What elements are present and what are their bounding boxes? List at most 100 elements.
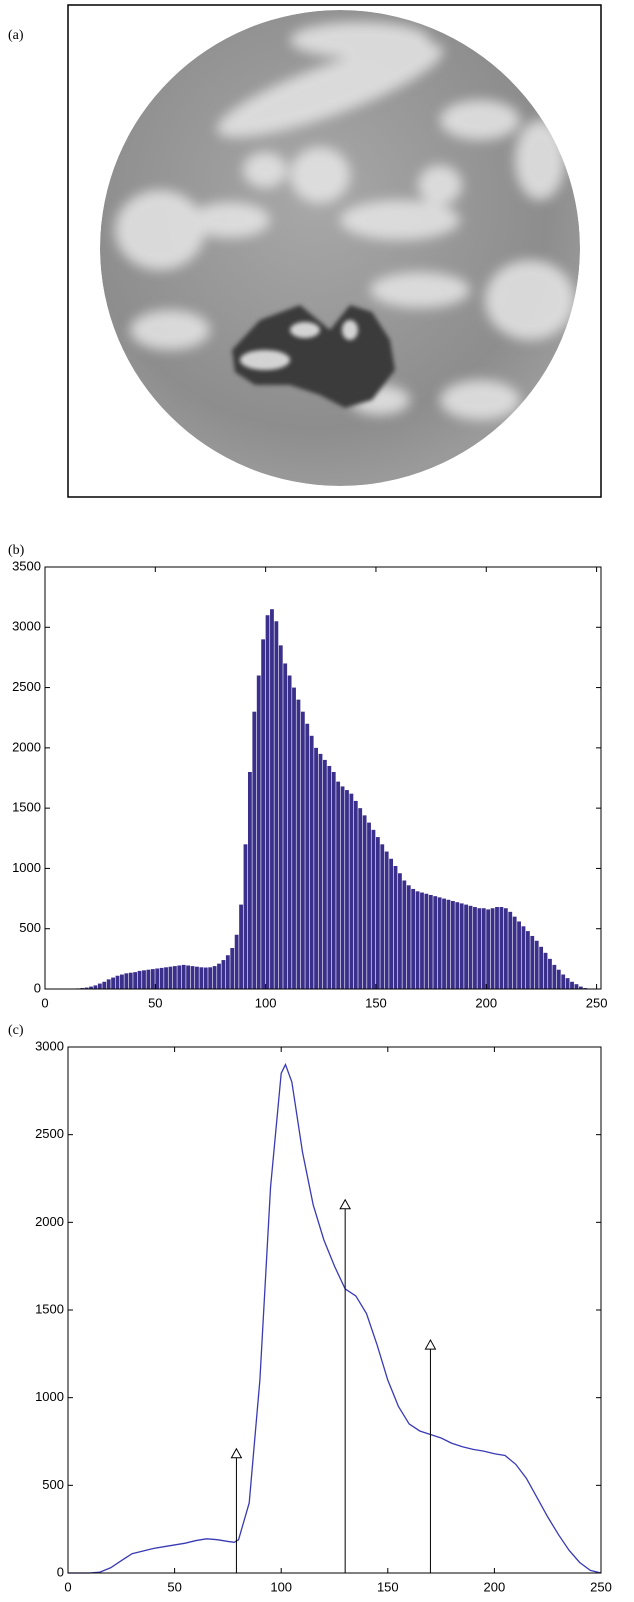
histogram-bar <box>437 897 442 989</box>
y-tick-label: 500 <box>19 920 41 935</box>
histogram-bar <box>270 609 274 989</box>
histogram-bar <box>552 964 557 989</box>
histogram-bar <box>433 896 438 989</box>
histogram-bar <box>177 965 182 989</box>
histogram-bar <box>318 753 323 989</box>
histogram-bar <box>199 967 204 989</box>
histogram-bar <box>455 902 460 989</box>
histogram-bar <box>146 969 151 989</box>
histogram-bar <box>477 908 482 989</box>
x-tick-label: 100 <box>270 1579 292 1594</box>
histogram-bar <box>120 974 124 989</box>
histogram-bar <box>221 960 226 989</box>
y-tick-label: 500 <box>42 1477 64 1492</box>
histogram-bar <box>468 905 473 989</box>
stem-marker <box>230 1447 243 1459</box>
histogram-bar <box>217 963 221 989</box>
histogram-bar <box>309 735 314 989</box>
histogram-bar <box>172 966 177 989</box>
histogram-bar <box>159 967 164 989</box>
histogram-bar <box>486 909 491 989</box>
histogram-bar <box>115 975 120 989</box>
histogram-bar <box>428 894 433 989</box>
histogram-bar <box>287 675 292 989</box>
histogram-bar <box>93 985 98 989</box>
line-series <box>68 1062 602 1574</box>
histogram-bar <box>208 967 213 989</box>
histogram-bar <box>548 958 552 989</box>
histogram-bar <box>464 904 469 989</box>
histogram-bar <box>578 986 583 989</box>
histogram-bar <box>345 790 349 989</box>
histogram-bar <box>225 955 230 989</box>
histogram-bar <box>530 935 535 989</box>
histogram-bar <box>570 981 574 989</box>
histogram-bar <box>278 645 283 989</box>
histogram-bar <box>203 967 208 989</box>
histogram-bar <box>353 800 358 989</box>
x-tick-label: 150 <box>377 1579 399 1594</box>
histogram-bar <box>234 934 239 989</box>
x-tick-label: 0 <box>64 1579 71 1594</box>
histogram-bar <box>212 966 217 989</box>
histogram-bar <box>274 621 279 989</box>
x-tick-label: 250 <box>590 1579 612 1594</box>
histogram-bar <box>556 969 561 989</box>
histogram-bar <box>195 966 199 989</box>
histogram-bar <box>565 978 570 989</box>
histogram-bar <box>190 966 195 989</box>
axes-frame <box>67 1046 602 1574</box>
y-tick-label: 0 <box>57 1564 64 1579</box>
histogram-bar <box>517 921 521 989</box>
y-tick-label: 3000 <box>35 1038 64 1053</box>
stem-marker <box>424 1339 437 1350</box>
histogram-bar <box>398 873 402 989</box>
histogram-bar <box>252 711 257 989</box>
y-tick-label: 2000 <box>12 739 41 754</box>
histogram-bar <box>380 844 385 989</box>
satellite-image <box>100 10 580 486</box>
histogram-bar <box>292 687 296 989</box>
x-tick-label: 250 <box>586 995 608 1010</box>
histogram-bar <box>389 858 394 989</box>
y-tick-label: 1500 <box>12 800 41 815</box>
histogram-bar <box>137 970 142 989</box>
histogram-bar <box>181 964 186 989</box>
histogram-bar <box>296 699 301 989</box>
x-tick-label: 50 <box>148 995 162 1010</box>
histogram-bar <box>446 899 451 989</box>
histogram-bar <box>512 916 517 989</box>
histogram-bar <box>358 808 363 989</box>
panel-label: (a) <box>8 28 24 43</box>
panel-label: (b) <box>8 543 25 558</box>
histogram-bar <box>406 885 411 989</box>
histogram-bar <box>473 907 477 989</box>
histogram-bar <box>239 904 243 989</box>
histogram-bar <box>539 946 544 989</box>
histogram-bar <box>340 786 345 989</box>
histogram-bar <box>411 888 416 989</box>
histogram-bar <box>331 771 336 989</box>
y-tick-label: 1000 <box>35 1389 64 1404</box>
histogram-bar <box>402 880 407 989</box>
histogram-bar <box>525 931 530 989</box>
histogram-bar <box>102 981 107 989</box>
y-tick-label: 1500 <box>35 1301 64 1316</box>
histogram-bar <box>261 639 266 989</box>
histogram-bar <box>243 844 248 989</box>
x-tick-label: 150 <box>365 995 387 1010</box>
histogram-bar <box>415 891 420 989</box>
histogram-bar <box>164 967 168 989</box>
histogram-bar <box>574 984 579 989</box>
histogram-bar <box>186 965 191 989</box>
histogram-bar <box>424 893 429 989</box>
histogram-bar <box>367 822 371 989</box>
histogram-bar <box>521 926 526 989</box>
histogram-bar <box>142 970 146 989</box>
histogram-bar <box>420 892 424 989</box>
histogram-bar <box>155 968 160 989</box>
x-tick-label: 200 <box>484 1579 506 1594</box>
histogram-bar <box>442 898 446 989</box>
x-tick-label: 200 <box>475 995 497 1010</box>
